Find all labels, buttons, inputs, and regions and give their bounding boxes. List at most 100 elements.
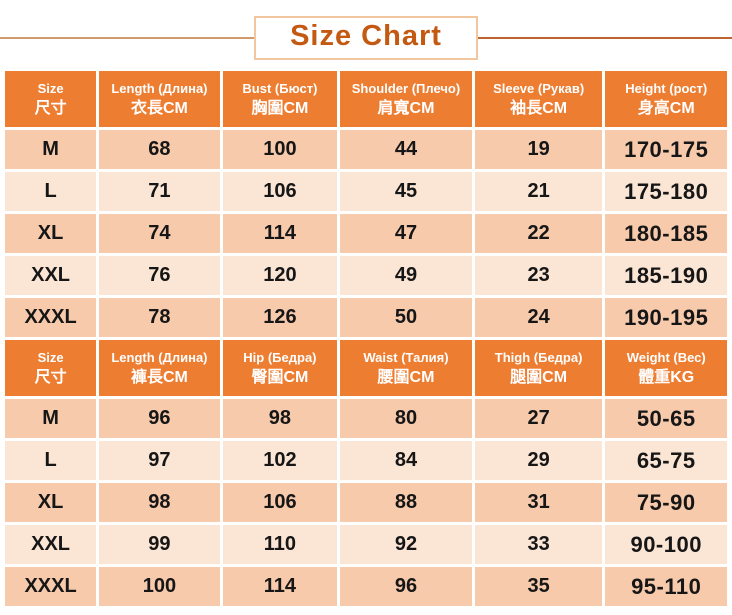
- size-cell: L: [5, 172, 97, 211]
- column-header-length: Length (Длина) 衣長CM: [99, 71, 220, 127]
- value-cell: 33: [474, 525, 603, 564]
- header-label-cjk: 尺寸: [34, 99, 67, 117]
- value-cell: 100: [99, 567, 220, 606]
- header-label-en: Length (Длина): [111, 349, 208, 365]
- size-cell: XL: [5, 214, 97, 253]
- range-cell: 50-65: [605, 399, 727, 438]
- title-banner: Size Chart: [0, 0, 732, 60]
- value-cell: 35: [474, 567, 603, 606]
- header-label-cjk: 體重KG: [638, 368, 695, 386]
- value-cell: 45: [340, 172, 472, 211]
- value-cell: 126: [222, 298, 338, 337]
- value-cell: 120: [222, 256, 338, 295]
- column-header-waist: Waist (Талия) 腰圍CM: [340, 340, 472, 396]
- header-label-cjk: 褲長CM: [130, 368, 188, 386]
- size-cell: XXL: [5, 256, 97, 295]
- header-label-en: Shoulder (Плечо): [351, 80, 461, 96]
- column-header-weight: Weight (Вес) 體重KG: [605, 340, 727, 396]
- header-label-en: Size: [37, 349, 64, 365]
- value-cell: 96: [340, 567, 472, 606]
- value-cell: 114: [222, 214, 338, 253]
- value-cell: 74: [99, 214, 220, 253]
- column-header-size: Size 尺寸: [5, 71, 97, 127]
- value-cell: 98: [99, 483, 220, 522]
- header-label-cjk: 臀圍CM: [251, 368, 309, 386]
- value-cell: 106: [222, 483, 338, 522]
- range-cell: 75-90: [605, 483, 727, 522]
- value-cell: 21: [474, 172, 603, 211]
- header-label-en: Bust (Бюст): [242, 80, 318, 96]
- column-header-thigh: Thigh (Бедра) 腿圍CM: [474, 340, 603, 396]
- column-header-size: Size 尺寸: [5, 340, 97, 396]
- range-cell: 180-185: [605, 214, 727, 253]
- size-cell: XXXL: [5, 298, 97, 337]
- size-chart-table: Size 尺寸 Length (Длина) 衣長CM Bust (Бюст) …: [2, 68, 730, 609]
- table-row: XL 98 106 88 31 75-90: [5, 483, 727, 522]
- size-cell: XXL: [5, 525, 97, 564]
- table-row: XXL 99 110 92 33 90-100: [5, 525, 727, 564]
- header-label-cjk: 袖長CM: [510, 99, 568, 117]
- value-cell: 102: [222, 441, 338, 480]
- value-cell: 114: [222, 567, 338, 606]
- value-cell: 68: [99, 130, 220, 169]
- header-label-cjk: 尺寸: [34, 368, 67, 386]
- value-cell: 22: [474, 214, 603, 253]
- column-header-bust: Bust (Бюст) 胸圍CM: [222, 71, 338, 127]
- value-cell: 106: [222, 172, 338, 211]
- value-cell: 44: [340, 130, 472, 169]
- value-cell: 96: [99, 399, 220, 438]
- header-label-en: Size: [37, 80, 64, 96]
- column-header-hip: Hip (Бедра) 臀圍CM: [222, 340, 338, 396]
- decorative-line-right: [478, 37, 732, 39]
- value-cell: 49: [340, 256, 472, 295]
- header-label-cjk: 肩寬CM: [377, 99, 435, 117]
- page-title: Size Chart: [290, 20, 442, 52]
- value-cell: 23: [474, 256, 603, 295]
- header-label-en: Sleeve (Рукав): [493, 80, 585, 96]
- title-box: Size Chart: [254, 16, 478, 60]
- value-cell: 84: [340, 441, 472, 480]
- header-label-cjk: 身高CM: [637, 99, 695, 117]
- value-cell: 97: [99, 441, 220, 480]
- size-cell: XXXL: [5, 567, 97, 606]
- range-cell: 190-195: [605, 298, 727, 337]
- table-row: L 97 102 84 29 65-75: [5, 441, 727, 480]
- header-label-en: Weight (Вес): [626, 349, 706, 365]
- table-row: XXL 76 120 49 23 185-190: [5, 256, 727, 295]
- header-label-en: Length (Длина): [111, 80, 208, 96]
- table-row: M 96 98 80 27 50-65: [5, 399, 727, 438]
- range-cell: 90-100: [605, 525, 727, 564]
- value-cell: 78: [99, 298, 220, 337]
- range-cell: 170-175: [605, 130, 727, 169]
- value-cell: 19: [474, 130, 603, 169]
- column-header-pants-length: Length (Длина) 褲長CM: [99, 340, 220, 396]
- header-label-en: Thigh (Бедра): [494, 349, 583, 365]
- column-header-shoulder: Shoulder (Плечо) 肩寬CM: [340, 71, 472, 127]
- value-cell: 31: [474, 483, 603, 522]
- bottoms-header-row: Size 尺寸 Length (Длина) 褲長CM Hip (Бедра) …: [5, 340, 727, 396]
- value-cell: 29: [474, 441, 603, 480]
- table-row: XXXL 100 114 96 35 95-110: [5, 567, 727, 606]
- decorative-line-left: [0, 37, 254, 39]
- table-row: M 68 100 44 19 170-175: [5, 130, 727, 169]
- value-cell: 99: [99, 525, 220, 564]
- value-cell: 27: [474, 399, 603, 438]
- range-cell: 65-75: [605, 441, 727, 480]
- value-cell: 24: [474, 298, 603, 337]
- value-cell: 80: [340, 399, 472, 438]
- size-cell: XL: [5, 483, 97, 522]
- header-label-en: Height (рост): [625, 80, 708, 96]
- value-cell: 100: [222, 130, 338, 169]
- header-label-cjk: 胸圍CM: [251, 99, 309, 117]
- range-cell: 185-190: [605, 256, 727, 295]
- table-row: XXXL 78 126 50 24 190-195: [5, 298, 727, 337]
- value-cell: 50: [340, 298, 472, 337]
- size-cell: M: [5, 130, 97, 169]
- header-label-en: Hip (Бедра): [243, 349, 317, 365]
- value-cell: 88: [340, 483, 472, 522]
- header-label-cjk: 腰圍CM: [377, 368, 435, 386]
- header-label-cjk: 腿圍CM: [510, 368, 568, 386]
- column-header-sleeve: Sleeve (Рукав) 袖長CM: [474, 71, 603, 127]
- value-cell: 47: [340, 214, 472, 253]
